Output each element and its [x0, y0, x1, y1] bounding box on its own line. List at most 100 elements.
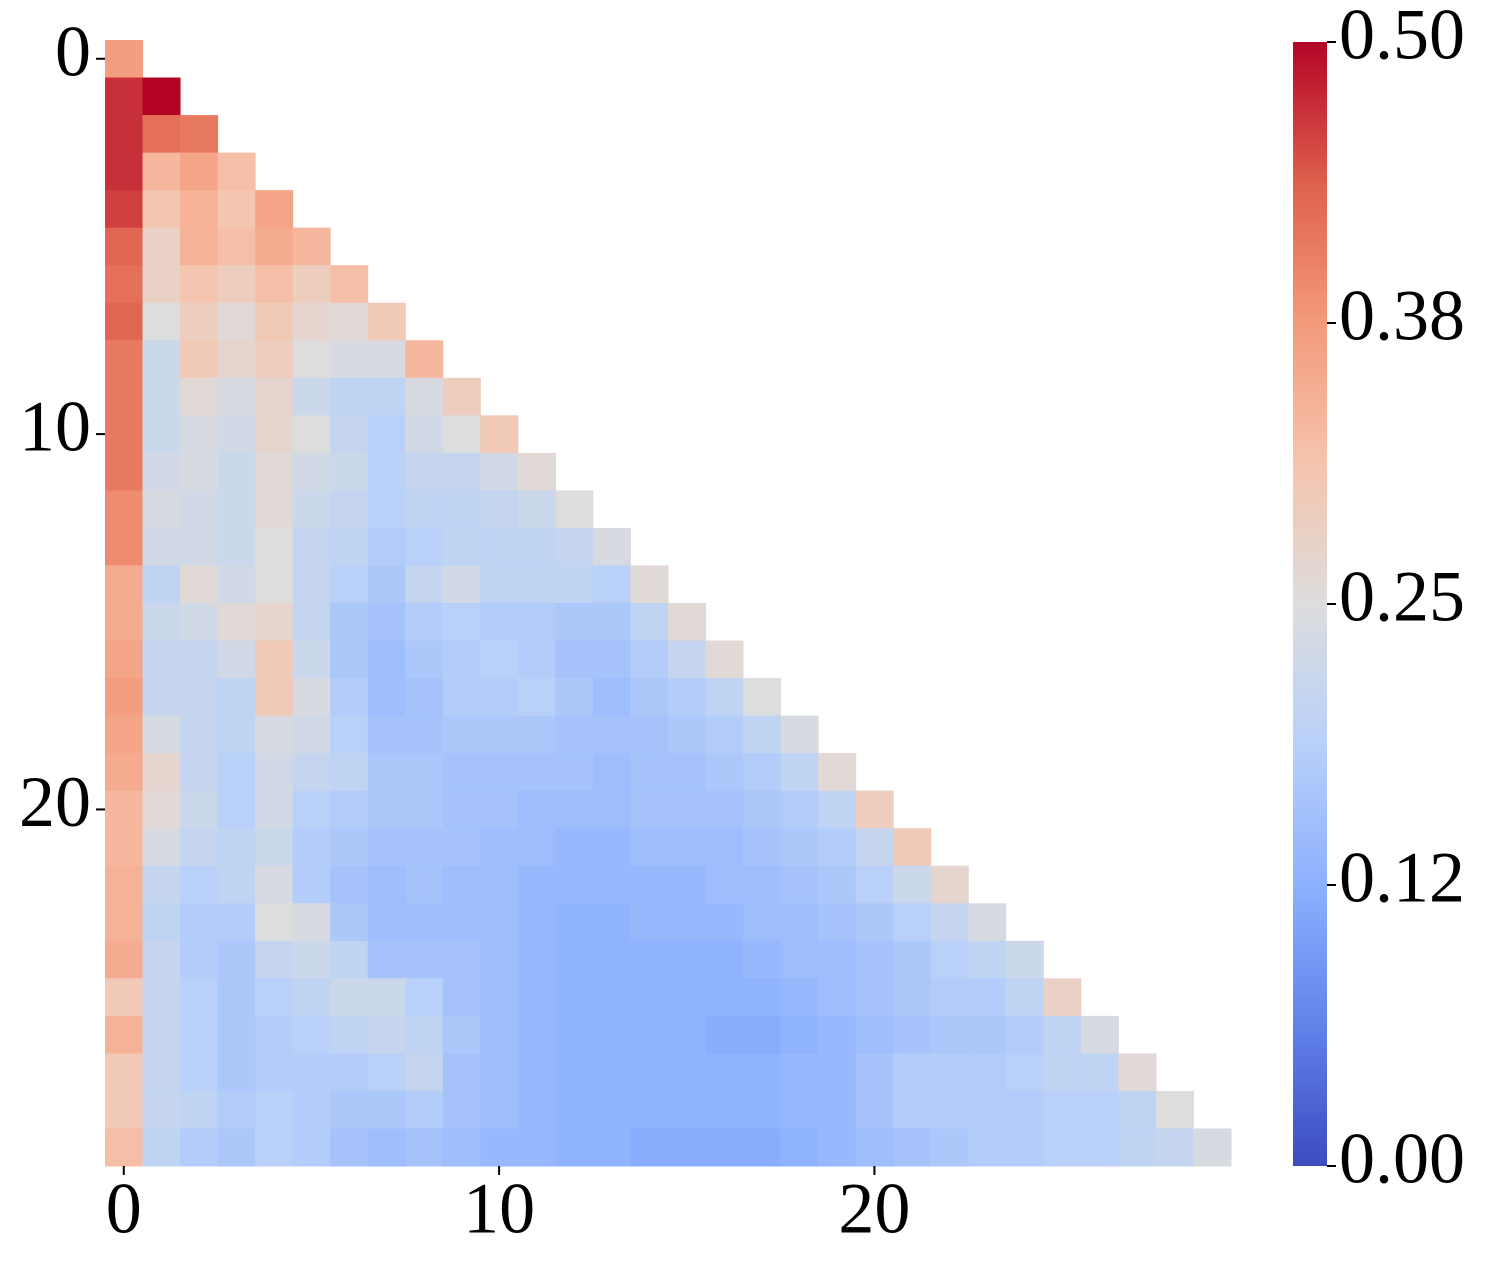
heatmap-cell: [255, 828, 294, 867]
heatmap-cell: [142, 903, 181, 942]
heatmap-cell: [217, 640, 256, 679]
heatmap-cell: [442, 903, 481, 942]
heatmap-cell: [555, 490, 594, 529]
heatmap-cell: [592, 640, 631, 679]
heatmap-cell: [592, 678, 631, 717]
heatmap-cell: [255, 190, 294, 229]
heatmap-cell: [292, 1053, 331, 1092]
heatmap-cell: [105, 190, 144, 229]
heatmap-cell: [180, 227, 219, 266]
heatmap-cell: [1005, 1015, 1044, 1054]
heatmap-cell: [442, 490, 481, 529]
heatmap-cell: [780, 978, 819, 1017]
heatmap-cell: [217, 565, 256, 604]
heatmap-cell: [480, 452, 519, 491]
heatmap-cell: [105, 152, 144, 191]
heatmap-cell: [517, 865, 556, 904]
heatmap-cell: [517, 790, 556, 829]
heatmap-cell: [592, 978, 631, 1017]
heatmap-cell: [255, 1053, 294, 1092]
heatmap-cell: [405, 1128, 444, 1167]
heatmap-cell: [1080, 1090, 1119, 1129]
heatmap-cell: [968, 1015, 1007, 1054]
heatmap-cell: [555, 715, 594, 754]
heatmap-cell: [142, 265, 181, 304]
heatmap-cell: [480, 903, 519, 942]
heatmap-cell: [255, 227, 294, 266]
heatmap-cell: [255, 940, 294, 979]
heatmap-cell: [930, 1015, 969, 1054]
heatmap-cell: [668, 940, 707, 979]
heatmap-cell: [405, 1053, 444, 1092]
heatmap-cell: [142, 490, 181, 529]
heatmap-cell: [180, 302, 219, 341]
heatmap-cell: [217, 978, 256, 1017]
heatmap-cell: [893, 865, 932, 904]
heatmap-cell: [367, 340, 406, 379]
heatmap-cell: [630, 565, 669, 604]
heatmap-cell: [968, 978, 1007, 1017]
heatmap-cell: [255, 603, 294, 642]
heatmap-cell: [105, 1128, 144, 1167]
heatmap-cell: [818, 978, 857, 1017]
heatmap-cell: [105, 302, 144, 341]
heatmap-cell: [255, 490, 294, 529]
heatmap-cell: [818, 1128, 857, 1167]
heatmap-cell: [142, 1053, 181, 1092]
heatmap-cell: [142, 115, 181, 154]
heatmap-cell: [968, 1128, 1007, 1167]
heatmap-cell: [555, 1015, 594, 1054]
heatmap-cell: [217, 452, 256, 491]
heatmap-cell: [142, 1128, 181, 1167]
heatmap-cell: [255, 565, 294, 604]
heatmap-cell: [592, 1128, 631, 1167]
heatmap-cell: [367, 828, 406, 867]
heatmap-cell: [292, 565, 331, 604]
heatmap-cell: [405, 790, 444, 829]
heatmap-cell: [855, 828, 894, 867]
heatmap-cell: [142, 753, 181, 792]
heatmap-cell: [180, 452, 219, 491]
heatmap-cell: [743, 978, 782, 1017]
heatmap-cell: [142, 790, 181, 829]
heatmap-cell: [217, 190, 256, 229]
heatmap-cell: [367, 1090, 406, 1129]
heatmap-cell: [743, 828, 782, 867]
heatmap-cell: [592, 527, 631, 566]
heatmap-cell: [105, 565, 144, 604]
heatmap-cell: [743, 1053, 782, 1092]
heatmap-cell: [105, 1015, 144, 1054]
heatmap-cell: [968, 1053, 1007, 1092]
heatmap-cell: [517, 1053, 556, 1092]
heatmap-cell: [555, 1053, 594, 1092]
heatmap-cell: [142, 415, 181, 454]
heatmap-cell: [217, 1053, 256, 1092]
heatmap-cell: [480, 640, 519, 679]
heatmap-cell: [705, 753, 744, 792]
heatmap-cell: [555, 640, 594, 679]
heatmap-cell: [1118, 1053, 1157, 1092]
heatmap-cell: [330, 1053, 369, 1092]
heatmap-cell: [780, 940, 819, 979]
heatmap-cell: [292, 377, 331, 416]
heatmap-cell: [217, 903, 256, 942]
x-tick-label: 10: [463, 1169, 535, 1249]
heatmap-cell: [217, 1128, 256, 1167]
heatmap-cell: [555, 828, 594, 867]
heatmap-cell: [105, 40, 144, 79]
heatmap-cell: [330, 828, 369, 867]
heatmap-cell: [405, 527, 444, 566]
heatmap-cell: [180, 1090, 219, 1129]
heatmap-cell: [1080, 1053, 1119, 1092]
heatmap-cell: [105, 340, 144, 379]
heatmap-cell: [405, 490, 444, 529]
heatmap-cell: [217, 152, 256, 191]
heatmap-cell: [555, 527, 594, 566]
heatmap-cell: [855, 903, 894, 942]
heatmap-cell: [442, 527, 481, 566]
heatmap-cell: [818, 940, 857, 979]
heatmap-cell: [555, 1128, 594, 1167]
heatmap-cell: [893, 940, 932, 979]
heatmap-cell: [180, 1053, 219, 1092]
heatmap-cell: [217, 265, 256, 304]
